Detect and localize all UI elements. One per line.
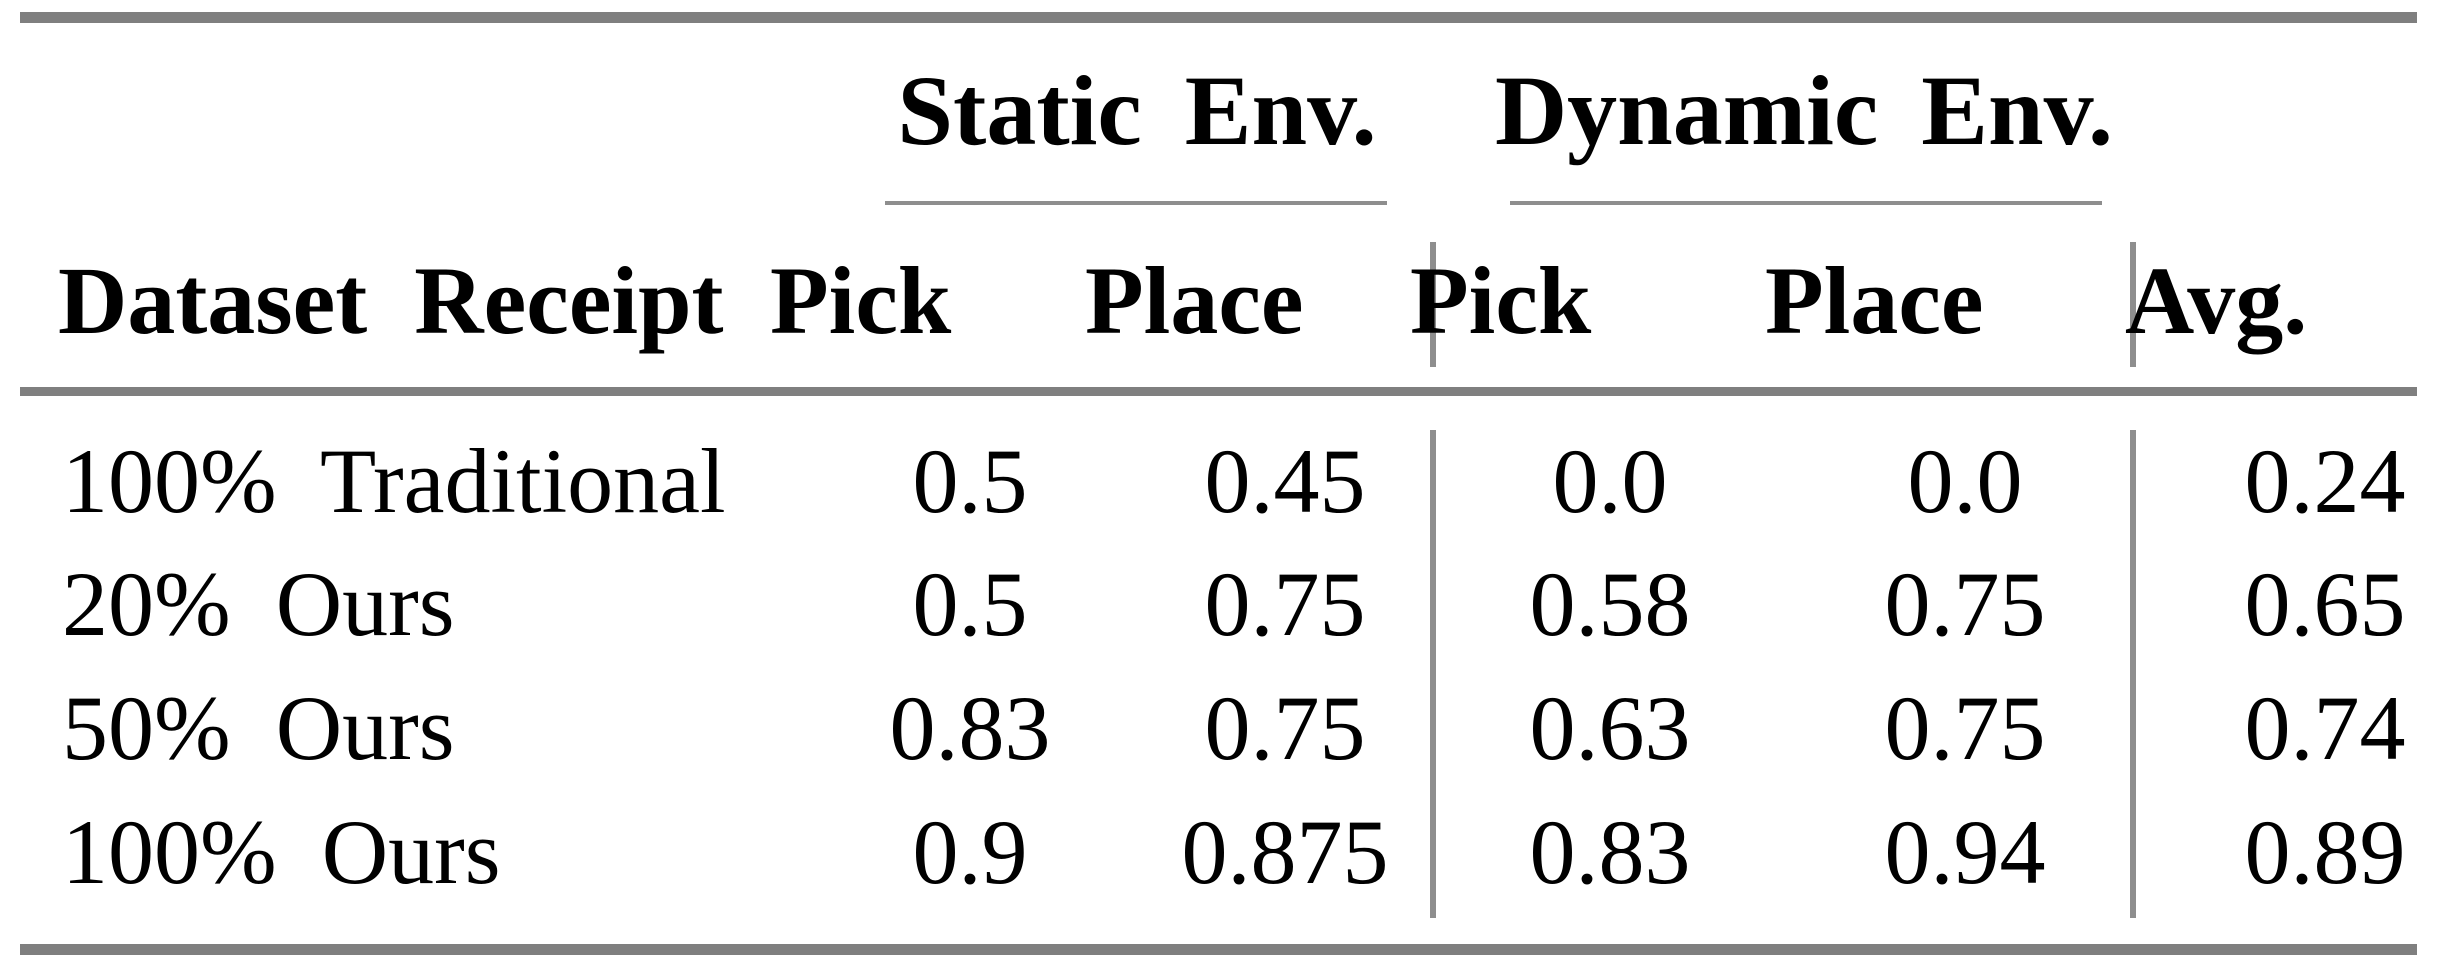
cell-static-place: 0.75 bbox=[1204, 676, 1366, 779]
vertical-separator-1-header bbox=[1430, 242, 1436, 367]
column-header-static-place: Place bbox=[1085, 246, 1304, 354]
cell-dynamic-pick: 0.83 bbox=[1529, 800, 1691, 903]
cell-dynamic-pick: 0.0 bbox=[1552, 429, 1668, 532]
cell-avg: 0.24 bbox=[2244, 429, 2406, 532]
cell-dynamic-pick: 0.63 bbox=[1529, 676, 1691, 779]
cell-avg: 0.74 bbox=[2244, 676, 2406, 779]
row-label: 100% Ours bbox=[62, 800, 501, 903]
row-label: 50% Ours bbox=[62, 676, 455, 779]
static-env-cmidrule bbox=[885, 201, 1387, 205]
group-header-dynamic-env: Dynamic Env. bbox=[1494, 54, 2114, 166]
column-header-avg: Avg. bbox=[2125, 246, 2308, 354]
group-header-static-env: Static Env. bbox=[897, 54, 1377, 166]
cell-static-pick: 0.83 bbox=[889, 676, 1051, 779]
cell-dynamic-place: 0.75 bbox=[1884, 552, 2046, 655]
cell-avg: 0.65 bbox=[2244, 552, 2406, 655]
column-header-static-pick: Pick bbox=[770, 246, 952, 354]
column-header-dynamic-pick: Pick bbox=[1410, 246, 1592, 354]
dynamic-env-cmidrule bbox=[1510, 201, 2102, 205]
header-body-rule bbox=[20, 387, 2417, 396]
cell-static-place: 0.75 bbox=[1204, 552, 1366, 655]
bottom-rule bbox=[20, 944, 2417, 955]
cell-static-pick: 0.5 bbox=[912, 429, 1028, 532]
cell-dynamic-place: 0.0 bbox=[1907, 429, 2023, 532]
row-label: 20% Ours bbox=[62, 552, 455, 655]
vertical-separator-1-body bbox=[1430, 430, 1436, 918]
column-header-dynamic-place: Place bbox=[1765, 246, 1984, 354]
column-header-dataset-receipt: Dataset Receipt bbox=[58, 246, 724, 354]
cell-avg: 0.89 bbox=[2244, 800, 2406, 903]
row-label: 100% Traditional bbox=[62, 429, 726, 532]
vertical-separator-2-header bbox=[2130, 242, 2136, 367]
cell-static-place: 0.45 bbox=[1204, 429, 1366, 532]
cell-static-place: 0.875 bbox=[1181, 800, 1389, 903]
cell-dynamic-place: 0.75 bbox=[1884, 676, 2046, 779]
cell-static-pick: 0.9 bbox=[912, 800, 1028, 903]
cell-dynamic-place: 0.94 bbox=[1884, 800, 2046, 903]
top-rule bbox=[20, 12, 2417, 23]
vertical-separator-2-body bbox=[2130, 430, 2136, 918]
cell-dynamic-pick: 0.58 bbox=[1529, 552, 1691, 655]
cell-static-pick: 0.5 bbox=[912, 552, 1028, 655]
